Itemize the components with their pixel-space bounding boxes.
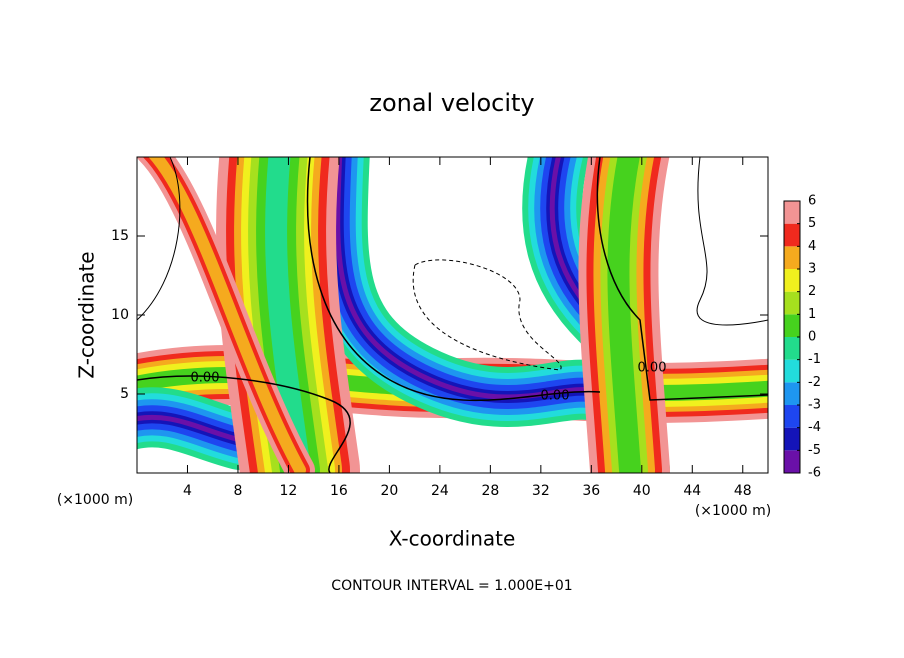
contour-line (306, 157, 601, 402)
colorbar-label: 3 (808, 262, 816, 277)
y-unit: (×1000 m) (57, 492, 133, 508)
contour-fill (148, 157, 306, 473)
colorbar-label: 2 (808, 284, 816, 299)
colorbar-label: -6 (808, 466, 821, 481)
contour-fill (265, 157, 311, 473)
x-tick-label: 28 (481, 483, 499, 499)
contour-line (137, 157, 181, 321)
x-tick-label: 48 (734, 483, 752, 499)
contour-line (696, 157, 768, 326)
colorbar-label: -3 (808, 398, 821, 413)
colorbar-swatch (784, 382, 800, 405)
contour-label: 0.00 (191, 371, 220, 386)
colorbar-swatch (784, 359, 800, 383)
x-unit: (×1000 m) (695, 503, 771, 519)
y-tick-label: 10 (111, 307, 129, 323)
colorbar-label: 1 (808, 307, 816, 322)
x-tick-label: 32 (532, 483, 550, 499)
colorbar-label: -1 (808, 352, 821, 367)
contour-line (596, 157, 768, 401)
y-axis-label: Z-coordinate (75, 251, 99, 378)
chart-title: zonal velocity (369, 89, 534, 117)
contour-fill (607, 157, 641, 473)
x-tick-label: 12 (280, 483, 298, 499)
colorbar-swatch (784, 291, 800, 315)
x-tick-label: 16 (330, 483, 348, 499)
colorbar-label: -2 (808, 375, 821, 390)
footnote: CONTOUR INTERVAL = 1.000E+01 (331, 578, 572, 594)
contour-line (137, 375, 351, 473)
y-tick-label: 15 (111, 228, 129, 244)
x-tick-label: 8 (233, 483, 242, 499)
colorbar-swatch (784, 405, 800, 428)
colorbar-label: 6 (808, 194, 816, 209)
contour-line (412, 259, 562, 371)
colorbar-label: -4 (808, 420, 821, 435)
colorbar-label: 0 (808, 330, 816, 345)
x-tick-label: 44 (683, 483, 701, 499)
colorbar-swatch (784, 427, 800, 451)
colorbar-swatch (784, 223, 800, 247)
contour-fill (137, 414, 243, 443)
x-tick-label: 24 (431, 483, 449, 499)
colorbar-label: 5 (808, 216, 816, 231)
colorbar-swatch (784, 450, 800, 473)
colorbar-label: 4 (808, 239, 816, 254)
x-axis-label: X-coordinate (389, 527, 516, 551)
x-tick-label: 36 (582, 483, 600, 499)
contour-label: 0.00 (541, 389, 570, 404)
colorbar-label: -5 (808, 443, 821, 458)
contour-label: 0.00 (638, 361, 667, 376)
colorbar-swatch (784, 201, 800, 224)
field: 0.00 0.00 0.00 (137, 157, 768, 473)
x-tick-label: 40 (633, 483, 651, 499)
contour-fill (335, 157, 603, 400)
colorbar-swatch (784, 246, 800, 269)
x-tick-label: 4 (183, 483, 192, 499)
x-tick-label: 20 (380, 483, 398, 499)
y-tick-label: 5 (120, 386, 129, 402)
colorbar-swatch (784, 269, 800, 292)
colorbar-swatch (784, 314, 800, 337)
colorbar-swatch (784, 337, 800, 360)
